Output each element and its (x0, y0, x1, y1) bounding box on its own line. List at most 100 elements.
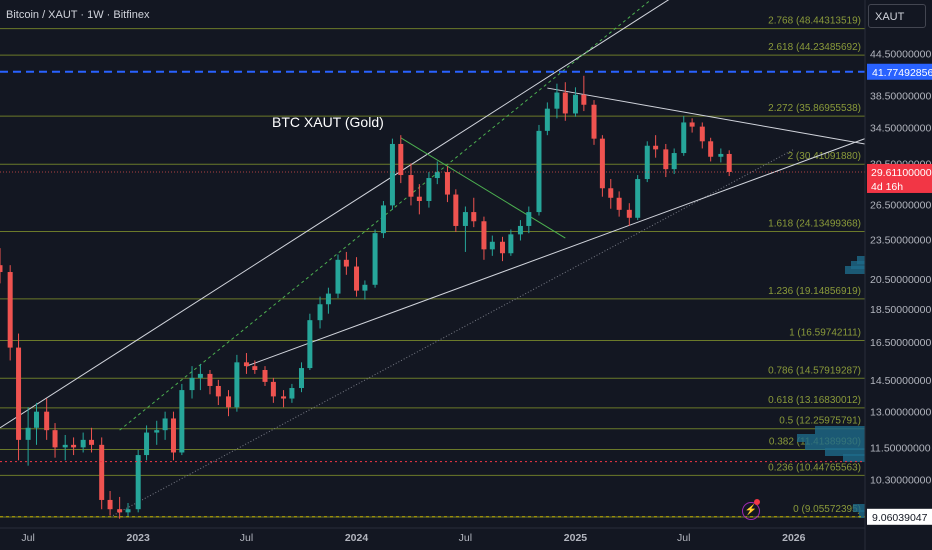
bar-countdown: 4d 16h (871, 181, 903, 193)
candle-body (207, 373, 213, 386)
candle-body (170, 418, 176, 453)
candle-body (343, 259, 349, 267)
price-tick-label: 10.30000000 (870, 474, 931, 486)
candle-body (71, 444, 77, 448)
fib-label: 1 (16.59742111) (789, 328, 861, 339)
candle-body (471, 212, 477, 222)
candle-body (117, 509, 123, 513)
volume-bar (859, 510, 865, 518)
volume-bar (825, 448, 865, 456)
fib-label: 2.768 (48.44313519) (768, 16, 861, 27)
candle-body (189, 377, 195, 391)
fib-label: 1.618 (24.13499368) (768, 219, 861, 230)
price-tick-label: 16.50000000 (870, 337, 931, 349)
support-trendline (246, 138, 866, 367)
candle-body (7, 272, 13, 348)
candle-body (699, 126, 705, 142)
candle-body (80, 439, 86, 448)
candle-body (162, 418, 168, 431)
fib-label: 0.786 (14.57919287) (768, 365, 861, 376)
candle-body (689, 122, 695, 127)
time-tick-label: 2023 (127, 532, 151, 544)
candle-body (125, 509, 131, 513)
price-tick-label: 34.50000000 (870, 122, 931, 134)
candle-body (718, 153, 724, 157)
current-price: 29.61100000 (871, 167, 932, 179)
horizontal-lines (0, 70, 865, 518)
candle-body (426, 178, 432, 202)
candle-body (372, 233, 378, 285)
candle-body (653, 145, 659, 150)
price-tick-label: 11.50000000 (870, 442, 931, 454)
chart-annotation: BTC XAUT (Gold) (272, 114, 384, 130)
pullback-line (400, 137, 566, 239)
symbol-selector[interactable]: XAUT (868, 4, 926, 28)
candle-body (33, 411, 39, 428)
price-axis[interactable]: 44.5000000038.5000000034.5000000030.5000… (864, 0, 932, 550)
price-tick-label: 23.50000000 (870, 234, 931, 246)
candle-body (234, 362, 240, 408)
candle-body (89, 439, 95, 445)
candle-body (380, 205, 386, 234)
drawings (0, 0, 866, 516)
fib-label: 0 (9.05572395) (793, 504, 861, 515)
volume-bar (851, 261, 865, 269)
candle-body (489, 241, 495, 250)
candle-body (581, 94, 587, 105)
candle-body (262, 370, 268, 382)
fib-label: 0.5 (12.25975791) (779, 416, 861, 427)
candle-body (508, 234, 514, 254)
candle-body (354, 266, 360, 291)
time-tick-label: Jul (21, 532, 34, 544)
blue-line-badge (867, 63, 932, 80)
candle-body (362, 284, 368, 291)
candle-body (398, 143, 404, 176)
price-tick-label: 44.50000000 (870, 48, 931, 60)
candle-body (144, 432, 150, 456)
candle-body (107, 499, 113, 510)
candle-body (481, 221, 487, 250)
channel-mid-line (119, 0, 652, 431)
candle-body (270, 381, 276, 397)
candle-body (335, 259, 341, 294)
candle-body (408, 175, 414, 197)
candle-body (16, 347, 22, 440)
candle-body (252, 366, 258, 371)
time-tick-label: 2024 (345, 532, 369, 544)
price-tick-label: 26.50000000 (870, 199, 931, 211)
candle-body (726, 153, 732, 172)
resistance-trendline (547, 87, 866, 145)
candle-body (197, 373, 203, 378)
price-tick-label: 13.00000000 (870, 407, 931, 419)
candle-body (626, 209, 632, 218)
candle-body (554, 92, 560, 109)
candle-body (99, 444, 105, 500)
price-tick-label: 18.50000000 (870, 304, 931, 316)
candle-body (52, 430, 58, 448)
candle-body (708, 141, 714, 157)
candle-body (389, 143, 395, 206)
candle-body (25, 427, 31, 440)
candle-body (289, 388, 295, 399)
candle-body (681, 122, 687, 154)
lightning-icon[interactable]: ⚡ (742, 502, 760, 520)
chart-title: Bitcoin / XAUT · 1W · Bitfinex (6, 9, 150, 21)
time-axis[interactable]: Jul 2023 Jul 2024 Jul 2025 Jul 2026 (0, 527, 865, 544)
candle-body (444, 172, 450, 195)
candle-body (517, 225, 523, 235)
price-tick-label: 14.50000000 (870, 375, 931, 387)
low-line-price: 9.06039047 (872, 512, 928, 524)
time-tick-label: 2025 (564, 532, 588, 544)
candle-body (0, 265, 3, 273)
notification-dot (754, 499, 760, 505)
candle-body (526, 212, 532, 226)
time-tick-label: 2026 (782, 532, 806, 544)
volume-bar (805, 442, 865, 450)
channel-upper-line (0, 0, 670, 429)
candle-body (44, 411, 50, 431)
blue-line-price: 41.77492856 (872, 67, 932, 79)
candle-body (325, 293, 331, 305)
candle-body (462, 212, 468, 226)
